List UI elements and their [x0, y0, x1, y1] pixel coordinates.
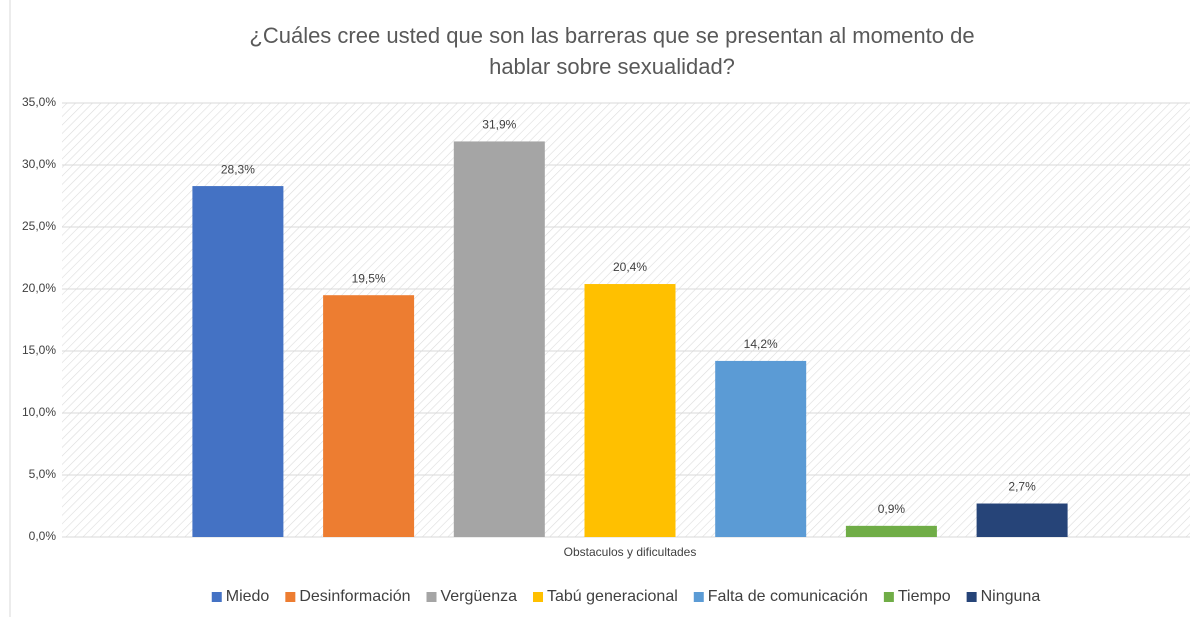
- legend-label: Falta de comunicación: [708, 588, 868, 605]
- data-label: 2,7%: [1008, 480, 1036, 494]
- x-tick-label: Obstaculos y dificultades: [564, 545, 697, 559]
- bar: [192, 186, 284, 537]
- y-tick-label: 35,0%: [22, 95, 56, 109]
- bar: [453, 141, 545, 537]
- bar: [584, 284, 676, 537]
- data-label: 20,4%: [613, 260, 647, 274]
- legend-swatch: [426, 592, 437, 602]
- legend-swatch: [883, 592, 894, 602]
- data-label: 28,3%: [221, 162, 255, 176]
- legend-swatch: [211, 592, 222, 602]
- legend-swatch: [693, 592, 704, 602]
- data-label: 19,5%: [352, 271, 386, 285]
- chart-title: ¿Cuáles cree usted que son las barreras …: [249, 23, 975, 79]
- data-label: 0,9%: [878, 502, 906, 516]
- y-tick-label: 25,0%: [22, 219, 56, 233]
- legend-swatch: [533, 592, 544, 602]
- bar: [845, 525, 937, 537]
- y-tick-label: 10,0%: [22, 405, 56, 419]
- bar: [323, 295, 415, 537]
- legend-label: Ninguna: [981, 588, 1041, 605]
- legend-swatch: [966, 592, 977, 602]
- data-label: 14,2%: [744, 337, 778, 351]
- y-tick-label: 15,0%: [22, 343, 56, 357]
- y-tick-label: 30,0%: [22, 157, 56, 171]
- data-label: 31,9%: [482, 118, 516, 132]
- legend-label: Desinformación: [299, 588, 410, 605]
- bar: [976, 503, 1068, 537]
- y-tick-label: 5,0%: [29, 467, 57, 481]
- legend-swatch: [285, 592, 296, 602]
- bar: [715, 360, 807, 537]
- legend-label: Miedo: [226, 588, 270, 605]
- legend-label: Tabú generacional: [547, 588, 678, 605]
- legend-label: Tiempo: [898, 588, 951, 605]
- y-tick-label: 0,0%: [29, 529, 57, 543]
- y-tick-label: 20,0%: [22, 281, 56, 295]
- legend-label: Vergüenza: [440, 588, 517, 605]
